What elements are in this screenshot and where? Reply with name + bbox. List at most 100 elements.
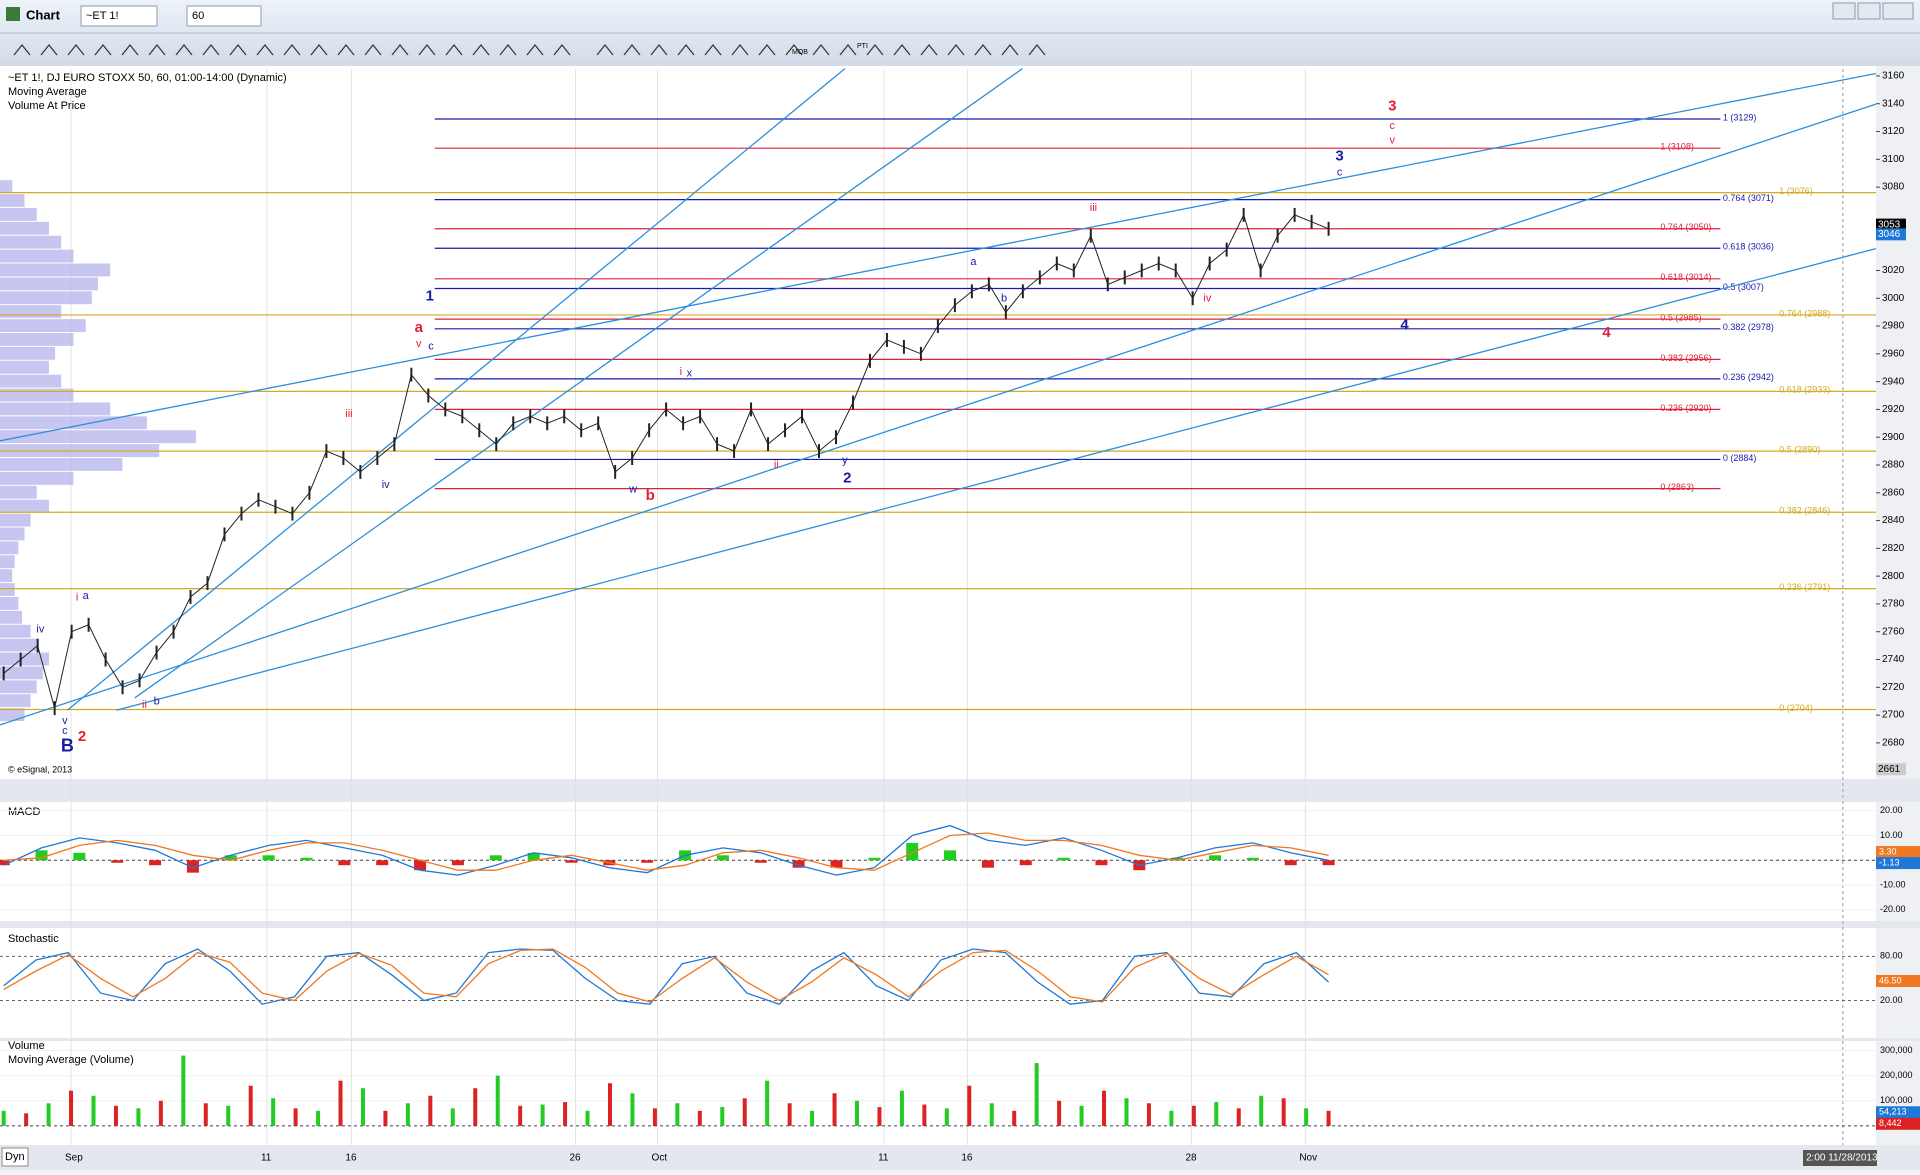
tool-icon[interactable]: [40, 44, 58, 56]
time-axis-bg: [0, 1145, 1920, 1170]
panel-title: Moving Average (Volume): [8, 1054, 134, 1066]
volume-bar: [989, 1103, 994, 1126]
tool-icon[interactable]: [731, 44, 749, 56]
tool-icon[interactable]: [758, 44, 776, 56]
tool-icon[interactable]: [920, 44, 938, 56]
wave-label: a: [970, 256, 977, 268]
y-tick-label: 100,000: [1880, 1095, 1913, 1105]
fib-label: 0.618 (3036): [1723, 242, 1774, 252]
tool-icon[interactable]: [391, 44, 409, 56]
volume-at-price-bar: [0, 249, 74, 263]
stoch-k: [3, 948, 1330, 1005]
volume-bar: [383, 1110, 388, 1126]
tool-icon[interactable]: [256, 44, 274, 56]
macd-histogram: [527, 852, 540, 861]
volume-at-price-bar: [0, 485, 37, 499]
wave-label: b: [1001, 293, 1007, 305]
volume-at-price-bar: [0, 708, 25, 722]
panel-title: Stochastic: [8, 933, 59, 945]
tool-icon[interactable]: [893, 44, 911, 56]
interval-box[interactable]: [186, 5, 262, 27]
y-tick-label: 3020: [1882, 265, 1905, 276]
tool-icon[interactable]: [526, 44, 544, 56]
wave-label: 4: [1400, 317, 1409, 334]
y-tick-label: -10.00: [1880, 879, 1906, 889]
minimize-button[interactable]: [1832, 2, 1856, 20]
close-button[interactable]: [1882, 2, 1914, 20]
tool-icon[interactable]: [553, 44, 571, 56]
volume-bar: [1304, 1108, 1309, 1126]
macd-histogram: [376, 860, 389, 866]
tool-icon[interactable]: [677, 44, 695, 56]
tool-icon[interactable]: [1001, 44, 1019, 56]
tool-icon[interactable]: [67, 44, 85, 56]
panel-separator: [0, 1038, 1920, 1041]
y-tick-label: 2880: [1882, 460, 1905, 471]
volume-bar: [136, 1108, 141, 1126]
wave-label: iv: [382, 479, 390, 491]
wave-label: iv: [36, 623, 44, 635]
tool-icon[interactable]: [310, 44, 328, 56]
tool-icon[interactable]: [596, 44, 614, 56]
tool-icon[interactable]: [623, 44, 641, 56]
tool-icon[interactable]: [229, 44, 247, 56]
maximize-button[interactable]: [1857, 2, 1881, 20]
volume-at-price-bar: [0, 527, 25, 541]
tool-icon[interactable]: [839, 44, 857, 56]
tool-icon[interactable]: [445, 44, 463, 56]
tool-icon[interactable]: [1028, 44, 1046, 56]
tool-icon[interactable]: [866, 44, 884, 56]
tool-icon[interactable]: [148, 44, 166, 56]
tool-icon[interactable]: [472, 44, 490, 56]
volume-bar: [1012, 1110, 1017, 1126]
y-tick-label: 200,000: [1880, 1070, 1913, 1080]
mode: Dyn: [5, 1151, 25, 1163]
wave-label: 2: [843, 470, 851, 487]
volume-at-price-bar: [0, 194, 25, 207]
tool-icon[interactable]: [785, 44, 803, 56]
volume-bar: [652, 1108, 657, 1126]
volume-bar: [360, 1088, 365, 1126]
volume-at-price-bar: [0, 388, 74, 402]
tool-icon[interactable]: [418, 44, 436, 56]
value-tag-label: 8,442: [1879, 1118, 1902, 1128]
app-icon: [6, 7, 20, 21]
tool-icon[interactable]: [337, 44, 355, 56]
macd-histogram: [565, 860, 578, 863]
macd-histogram: [754, 860, 767, 863]
tool-icon[interactable]: [499, 44, 517, 56]
volume-at-price-bar: [0, 332, 74, 346]
tool-icon[interactable]: [364, 44, 382, 56]
tool-icon[interactable]: [13, 44, 31, 56]
wave-label: iv: [1203, 293, 1211, 305]
wave-label: c: [1337, 167, 1343, 179]
macd-histogram: [73, 852, 86, 861]
tool-icon[interactable]: [704, 44, 722, 56]
y-tick-label: 2960: [1882, 348, 1905, 359]
interval: 60: [192, 10, 204, 22]
y-tick-label: 3100: [1882, 154, 1905, 165]
date-label: 16: [961, 1153, 973, 1164]
tool-icon[interactable]: [974, 44, 992, 56]
volume-bar: [787, 1103, 792, 1126]
y-tick-label: 2720: [1882, 682, 1905, 693]
tool-icon[interactable]: [947, 44, 965, 56]
tool-icon[interactable]: [175, 44, 193, 56]
volume-bar: [1191, 1105, 1196, 1126]
volume-bar: [810, 1110, 815, 1126]
tool-icon[interactable]: [812, 44, 830, 56]
volume-bar: [473, 1088, 478, 1126]
tool-icon[interactable]: [121, 44, 139, 56]
tool-icon[interactable]: [202, 44, 220, 56]
fib-label: 0.5 (2985): [1660, 312, 1701, 322]
tool-icon[interactable]: [94, 44, 112, 56]
tool-icon[interactable]: [283, 44, 301, 56]
volume-bar: [181, 1055, 186, 1126]
symbol-box[interactable]: [80, 5, 158, 27]
tool-icon[interactable]: [650, 44, 668, 56]
y-tick-label: 3080: [1882, 182, 1905, 193]
macd-histogram: [414, 860, 427, 871]
fib-label: 1 (3108): [1660, 142, 1694, 152]
volume-bar: [1057, 1100, 1062, 1126]
y-tick-label: 20.00: [1880, 805, 1903, 815]
